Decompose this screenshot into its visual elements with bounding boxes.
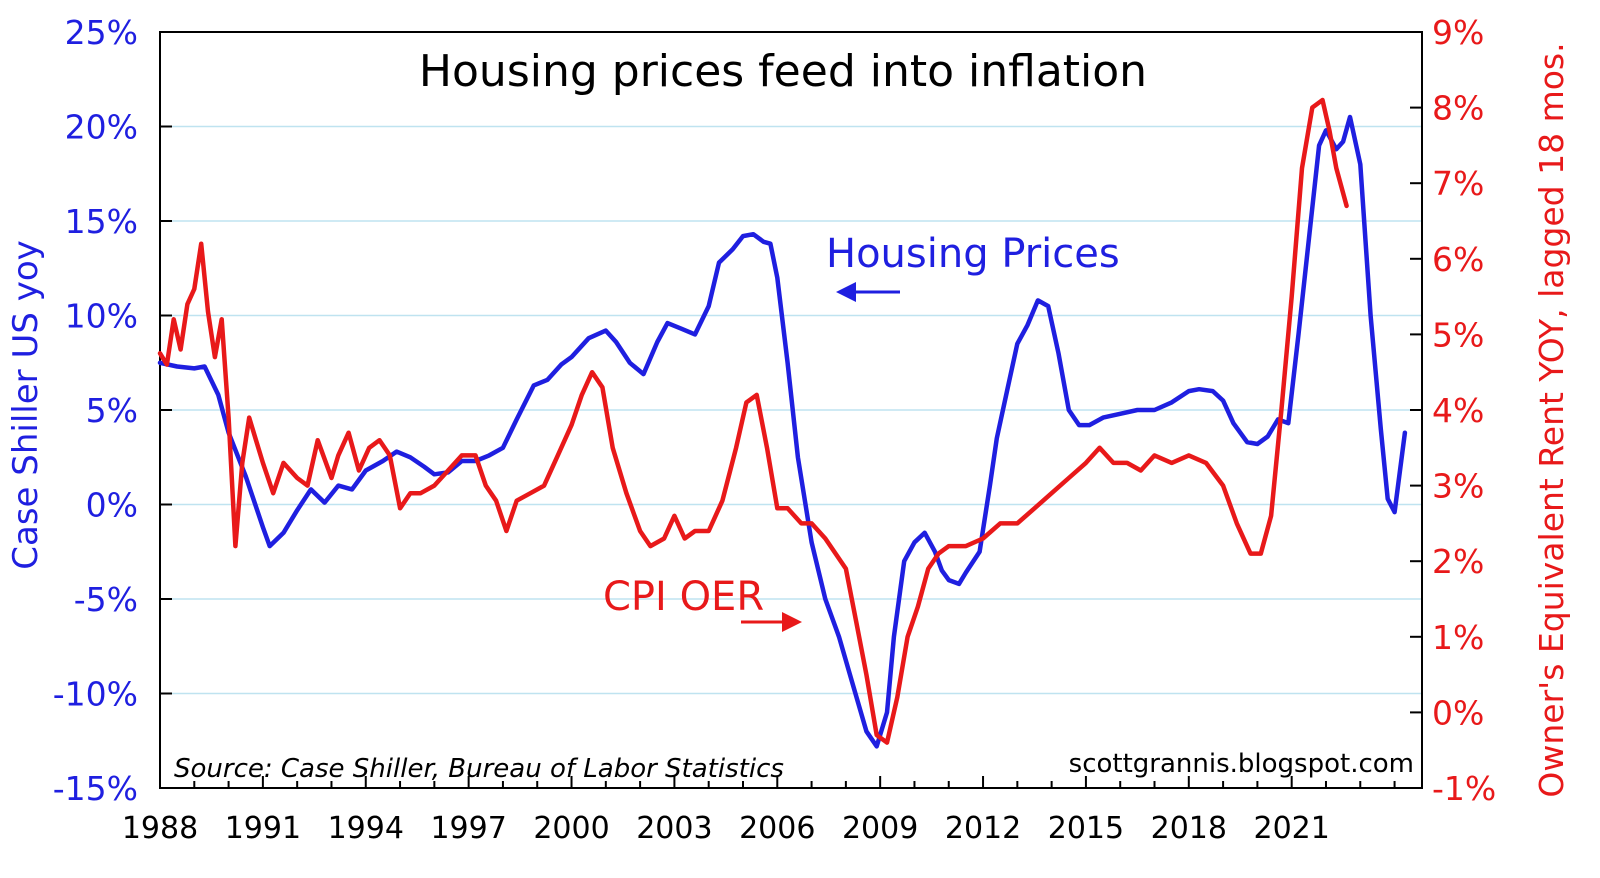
x-tick-label: 2012 [945, 811, 1021, 846]
right-tick-label: 5% [1432, 315, 1484, 354]
right-tick-label: 2% [1432, 542, 1484, 581]
left-tick-label: -10% [53, 675, 138, 714]
left-tick-label: 10% [65, 297, 138, 336]
right-axis-label: Owner's Equivalent Rent YOY, lagged 18 m… [1532, 42, 1571, 797]
left-tick-label: 20% [65, 108, 138, 147]
left-tick-label: 25% [65, 13, 138, 52]
cpi-arrow [741, 612, 802, 632]
left-tick-label: 5% [86, 391, 138, 430]
housing-prices-label: Housing Prices [826, 231, 1120, 277]
x-tick-label: 2015 [1048, 811, 1124, 846]
left-axis-ticks: 25% 20% 15% 10% 5% 0% -5% -10% -15% [53, 13, 172, 808]
x-axis-ticks: 1988 1991 1994 1997 2000 2003 2006 2009 2012 2015… [122, 776, 1396, 846]
left-tick-label: 0% [86, 486, 138, 525]
x-tick-label: 2006 [739, 811, 815, 846]
x-tick-label: 1994 [328, 811, 404, 846]
source-note: Source: Case Shiller, Bureau of Labor St… [174, 754, 784, 784]
right-tick-label: 8% [1432, 89, 1484, 128]
x-tick-label: 2003 [636, 811, 712, 846]
right-tick-label: 3% [1432, 467, 1484, 506]
right-tick-label: 0% [1432, 693, 1484, 732]
chart-title: Housing prices feed into inflation [419, 46, 1147, 97]
right-tick-label: 6% [1432, 240, 1484, 279]
credit-note: scottgrannis.blogspot.com [1069, 749, 1414, 779]
right-tick-label: 7% [1432, 164, 1484, 203]
x-tick-label: 1997 [430, 811, 506, 846]
gridlines [160, 125, 1422, 695]
cpi-oer-line [157, 97, 1349, 745]
left-tick-label: 15% [65, 202, 138, 241]
x-tick-label: 2021 [1254, 811, 1330, 846]
right-tick-label: 9% [1432, 13, 1484, 52]
right-tick-label: 4% [1432, 391, 1484, 430]
right-axis-ticks: 9% 8% 7% 6% 5% 4% 3% 2% 1% 0% -1% [1410, 13, 1496, 808]
housing-prices-line [157, 114, 1408, 749]
cpi-oer-label: CPI OER [603, 574, 764, 620]
x-tick-label: 2009 [842, 811, 918, 846]
x-tick-label: 2018 [1151, 811, 1227, 846]
x-tick-label: 1991 [225, 811, 301, 846]
housing-arrow [836, 282, 900, 302]
x-tick-label: 1988 [122, 811, 198, 846]
right-tick-label: 1% [1432, 618, 1484, 657]
left-tick-label: -15% [53, 769, 138, 808]
left-axis-label: Case Shiller US yoy [6, 240, 46, 570]
x-tick-label: 2000 [533, 811, 609, 846]
series-layer [157, 97, 1408, 749]
right-tick-label: -1% [1432, 769, 1496, 808]
left-tick-label: -5% [74, 580, 138, 619]
